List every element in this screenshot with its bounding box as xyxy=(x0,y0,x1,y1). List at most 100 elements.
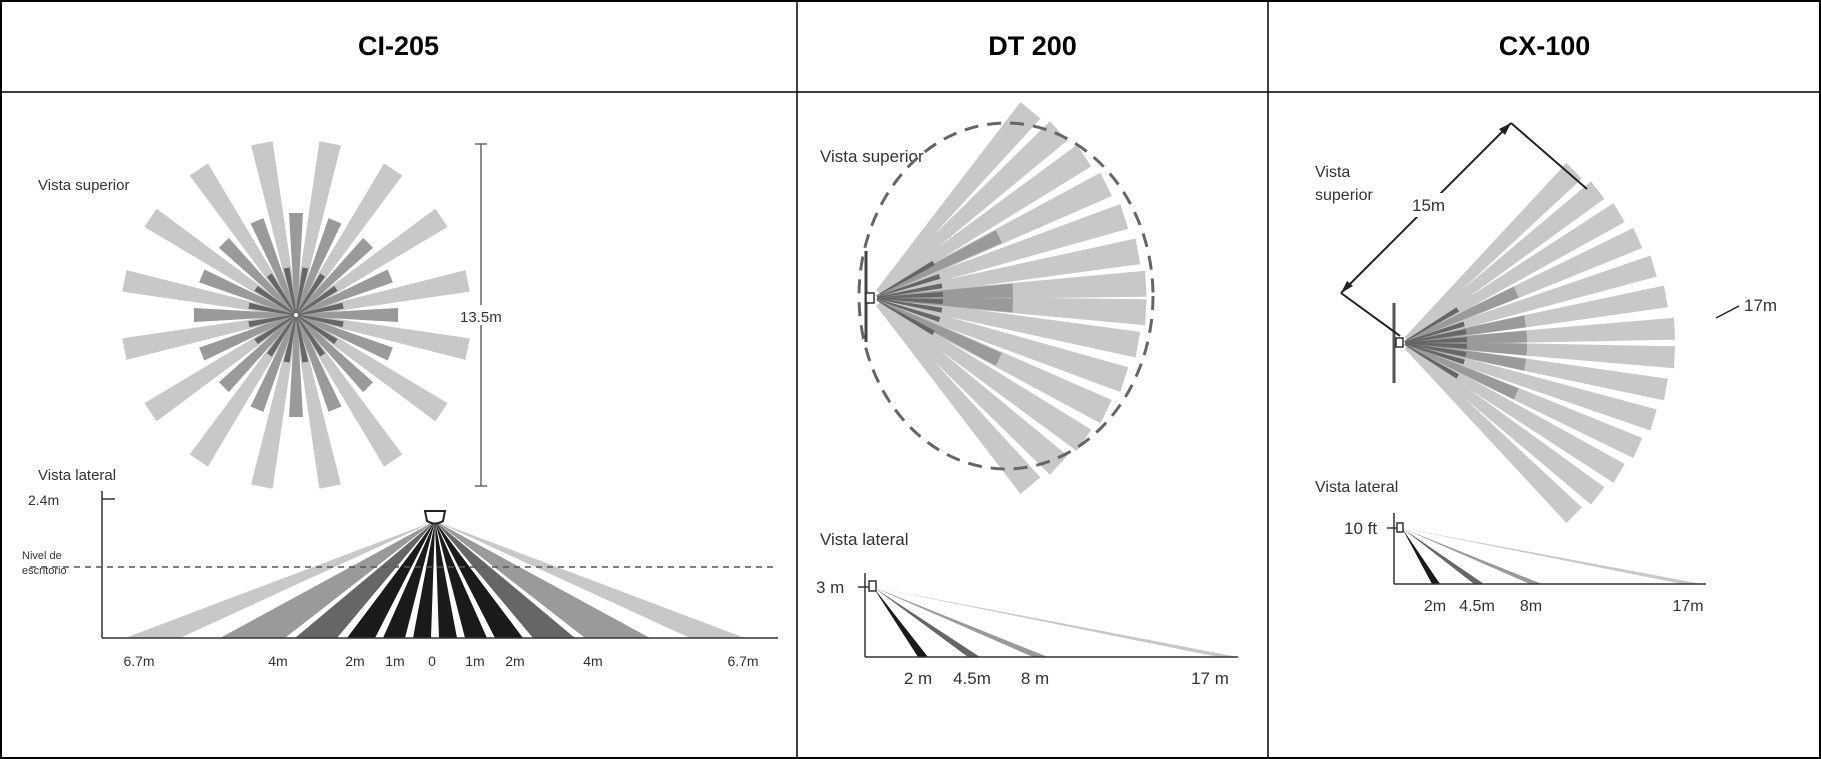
dt200-tick-label: 4.5m xyxy=(953,669,991,688)
cx100-tick-label: 2m xyxy=(1424,598,1446,615)
beam xyxy=(283,316,297,363)
dt200-tick-label: 17 m xyxy=(1191,669,1229,688)
beam xyxy=(297,285,338,315)
ci205-sensor-icon xyxy=(423,510,447,525)
ci205-diagram: Vista superior 13.5m Vista lateral 2.4m … xyxy=(22,141,778,669)
cx100-width-label: 15m xyxy=(1412,196,1445,215)
beam xyxy=(266,316,296,357)
beam xyxy=(254,315,295,345)
beam xyxy=(1405,181,1605,342)
side-beam xyxy=(873,587,980,657)
beam xyxy=(876,273,941,298)
side-beam xyxy=(873,587,1238,657)
cx100-side-view-pattern xyxy=(1402,528,1702,584)
cx100-sensor-icon xyxy=(1395,337,1404,348)
side-beam xyxy=(220,521,435,638)
beam xyxy=(289,213,303,311)
ci205-tick-label: 1m xyxy=(385,653,404,669)
beam xyxy=(194,308,292,322)
ci205-tick-label: 6.7m xyxy=(727,653,758,669)
beam xyxy=(1404,307,1460,342)
side-beam xyxy=(1402,528,1702,584)
beam xyxy=(1404,343,1467,357)
side-beam xyxy=(347,521,435,638)
ci205-desk-level-label-line2: escritorio xyxy=(22,565,67,577)
ci205-tick-label: 1m xyxy=(465,653,484,669)
beam xyxy=(297,316,374,393)
side-beam xyxy=(873,587,928,657)
dt200-diagram: Vista superior Vista lateral 3 m 2 m 4.5… xyxy=(816,101,1238,688)
side-beam xyxy=(435,521,745,638)
beam xyxy=(1406,344,1519,400)
side-beam xyxy=(435,521,487,638)
ci205-side-view-pattern xyxy=(125,521,745,638)
ci205-tick-label: 2m xyxy=(505,653,524,669)
beam xyxy=(1404,321,1465,343)
beam xyxy=(1406,286,1519,342)
column-title-dt200: DT 200 xyxy=(988,30,1077,61)
beam xyxy=(876,297,944,305)
beam xyxy=(876,302,1041,495)
beam xyxy=(879,230,1002,296)
dt200-side-view-pattern xyxy=(873,587,1238,657)
beam xyxy=(297,315,338,345)
cx100-range-label: 17m xyxy=(1744,296,1777,315)
ci205-height-label: 13.5m xyxy=(460,309,502,326)
dt200-distance-ticks: 2 m 4.5m 8 m 17 m xyxy=(904,669,1229,688)
beam xyxy=(1404,345,1582,523)
beam xyxy=(218,237,295,314)
ci205-top-view-label: Vista superior xyxy=(38,177,129,194)
beam xyxy=(879,203,1129,299)
ci205-tick-label: 2m xyxy=(345,653,364,669)
beam xyxy=(877,121,1068,295)
beam xyxy=(289,319,303,417)
ci205-side-view-label: Vista lateral xyxy=(38,467,116,484)
dt200-tick-label: 8 m xyxy=(1021,669,1049,688)
side-beam xyxy=(295,521,435,638)
beam xyxy=(296,273,326,314)
beam xyxy=(1406,203,1625,342)
dt200-tick-label: 2 m xyxy=(904,669,932,688)
beam xyxy=(880,238,1141,300)
ci205-mount-height: 2.4m xyxy=(28,492,59,508)
beam xyxy=(879,300,1002,366)
side-beam xyxy=(413,521,435,638)
dt200-top-view-label: Vista superior xyxy=(820,147,924,166)
ci205-desk-level-label-line1: Nivel de xyxy=(22,550,62,562)
beam xyxy=(266,273,296,314)
beam xyxy=(218,316,295,393)
ci205-top-view-pattern xyxy=(122,141,470,489)
beam xyxy=(296,316,326,357)
beam xyxy=(878,144,1092,296)
cx100-tick-label: 4.5m xyxy=(1459,598,1495,615)
cx100-tick-label: 8m xyxy=(1520,598,1542,615)
beam xyxy=(250,318,296,412)
column-title-ci205: CI-205 xyxy=(357,30,440,61)
beam xyxy=(254,285,295,315)
beam xyxy=(876,101,1041,294)
cx100-distance-ticks: 2m 4.5m 8m 17m xyxy=(1424,598,1704,615)
beam xyxy=(876,298,943,313)
cx100-top-view-label-line1: Vista xyxy=(1315,164,1350,181)
beam xyxy=(299,315,393,361)
column-title-cx100: CX-100 xyxy=(1498,30,1591,61)
beam xyxy=(876,260,935,297)
beam xyxy=(879,297,1129,393)
beam xyxy=(1407,342,1657,431)
beam xyxy=(1406,344,1625,483)
beam xyxy=(295,267,309,314)
dt200-top-view-pattern xyxy=(876,101,1147,495)
beam xyxy=(297,302,344,316)
beam xyxy=(296,218,342,312)
beam xyxy=(296,318,342,412)
beam xyxy=(199,269,293,315)
ci205-tick-label: 4m xyxy=(583,653,602,669)
side-beam xyxy=(435,521,650,638)
beam xyxy=(1404,343,1465,365)
beam xyxy=(1404,163,1582,341)
ci205-distance-ticks: 6.7m 4m 2m 1m 0 1m 2m 4m 6.7m xyxy=(123,653,758,669)
side-beam xyxy=(435,521,457,638)
beam xyxy=(1404,329,1467,343)
